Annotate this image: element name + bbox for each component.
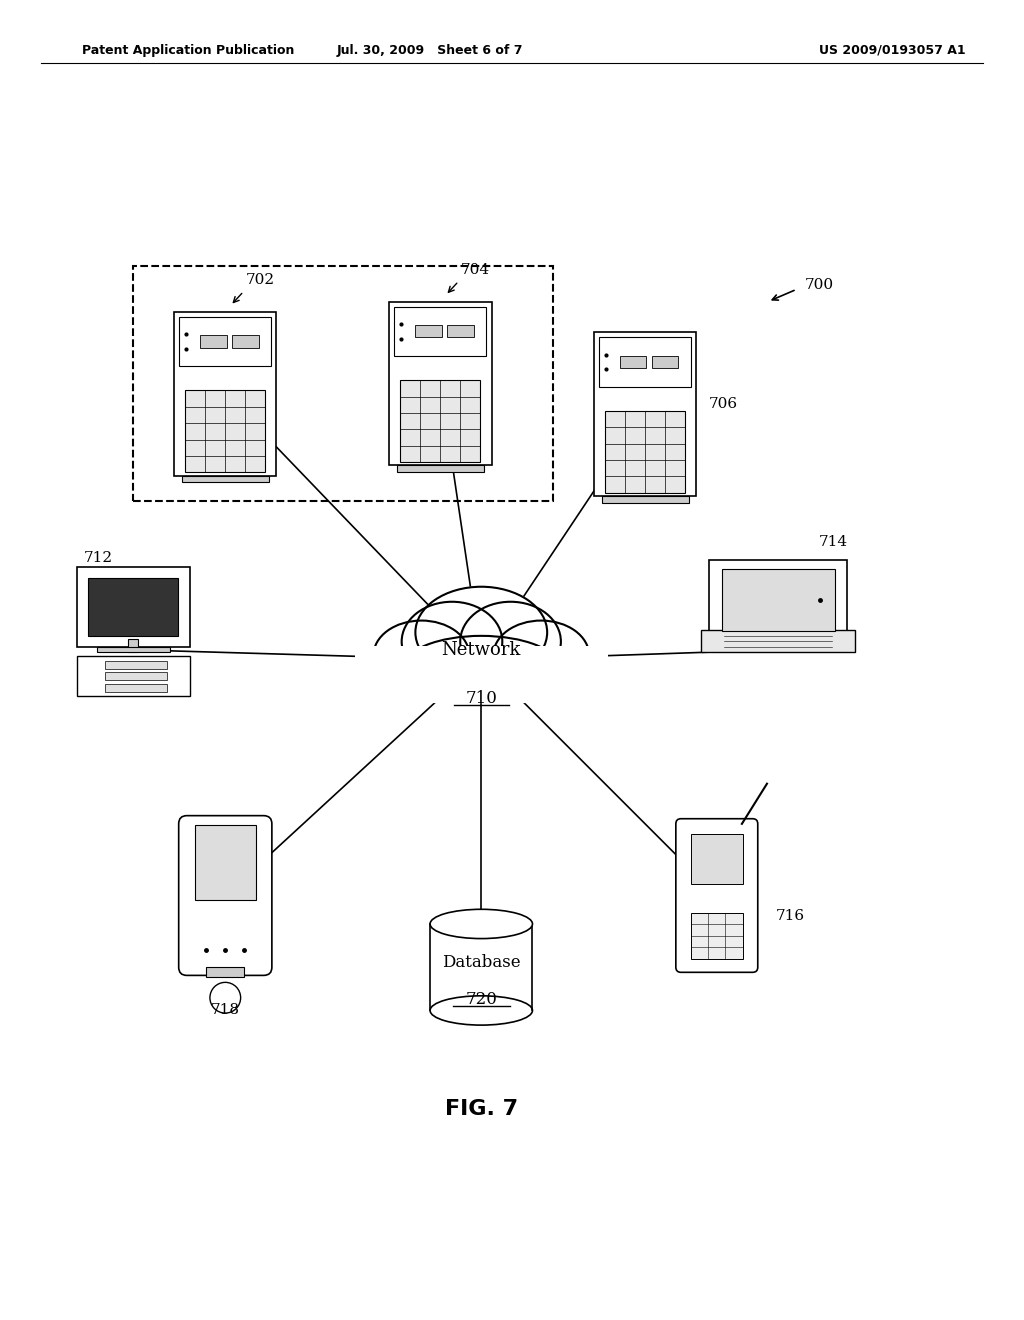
FancyBboxPatch shape (128, 639, 138, 652)
FancyBboxPatch shape (200, 335, 226, 347)
FancyBboxPatch shape (104, 684, 167, 692)
Text: 714: 714 (819, 535, 848, 549)
FancyBboxPatch shape (430, 924, 532, 1011)
Ellipse shape (494, 620, 589, 690)
FancyBboxPatch shape (389, 301, 492, 466)
Text: 702: 702 (246, 273, 274, 288)
Ellipse shape (430, 909, 532, 939)
Text: Jul. 30, 2009   Sheet 6 of 7: Jul. 30, 2009 Sheet 6 of 7 (337, 44, 523, 57)
FancyBboxPatch shape (77, 656, 189, 697)
Text: US 2009/0193057 A1: US 2009/0193057 A1 (819, 44, 966, 57)
FancyBboxPatch shape (104, 672, 167, 680)
FancyBboxPatch shape (88, 578, 178, 636)
FancyBboxPatch shape (182, 475, 268, 482)
Text: Network: Network (441, 640, 521, 659)
FancyBboxPatch shape (709, 560, 848, 640)
FancyBboxPatch shape (701, 630, 855, 652)
Text: FIG. 7: FIG. 7 (444, 1098, 518, 1118)
FancyBboxPatch shape (446, 325, 473, 338)
Text: 720: 720 (465, 991, 498, 1008)
Text: 700: 700 (805, 279, 834, 292)
FancyBboxPatch shape (178, 816, 271, 975)
FancyBboxPatch shape (394, 306, 486, 356)
FancyBboxPatch shape (722, 569, 835, 631)
FancyBboxPatch shape (354, 647, 607, 701)
Ellipse shape (403, 636, 559, 698)
FancyBboxPatch shape (676, 818, 758, 973)
Ellipse shape (460, 602, 561, 681)
FancyBboxPatch shape (691, 834, 742, 884)
FancyBboxPatch shape (691, 912, 742, 958)
FancyBboxPatch shape (397, 466, 484, 473)
FancyBboxPatch shape (195, 825, 256, 900)
FancyBboxPatch shape (179, 317, 271, 366)
FancyBboxPatch shape (400, 380, 480, 462)
Text: 718: 718 (211, 1003, 240, 1016)
Text: 716: 716 (776, 909, 805, 923)
FancyBboxPatch shape (651, 356, 678, 368)
Text: 704: 704 (461, 263, 489, 277)
FancyBboxPatch shape (599, 338, 691, 387)
FancyBboxPatch shape (594, 333, 696, 496)
Ellipse shape (374, 620, 469, 690)
Ellipse shape (430, 995, 532, 1026)
Text: Database: Database (442, 953, 520, 970)
Text: 706: 706 (709, 397, 737, 411)
FancyBboxPatch shape (231, 335, 258, 347)
FancyBboxPatch shape (174, 312, 276, 475)
FancyBboxPatch shape (620, 356, 646, 368)
FancyBboxPatch shape (185, 391, 265, 473)
FancyBboxPatch shape (602, 496, 688, 503)
FancyBboxPatch shape (206, 968, 245, 977)
Text: 710: 710 (465, 690, 498, 708)
Ellipse shape (416, 586, 547, 678)
FancyBboxPatch shape (96, 647, 170, 652)
FancyBboxPatch shape (415, 325, 441, 338)
Ellipse shape (401, 602, 503, 681)
FancyBboxPatch shape (104, 661, 167, 669)
FancyBboxPatch shape (77, 568, 189, 647)
Text: Patent Application Publication: Patent Application Publication (82, 44, 294, 57)
FancyBboxPatch shape (605, 411, 685, 492)
Text: 712: 712 (84, 550, 113, 565)
